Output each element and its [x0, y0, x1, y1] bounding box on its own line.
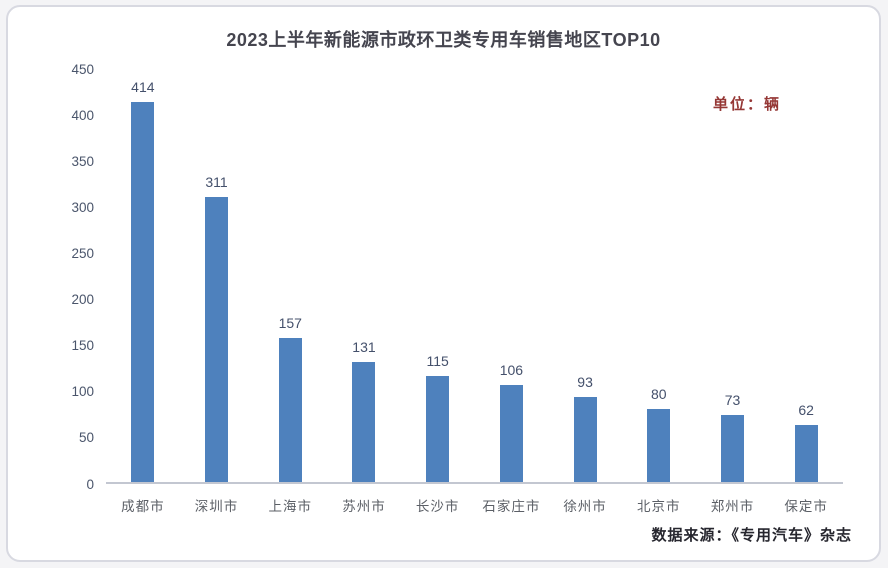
bar [720, 415, 744, 482]
bar-column: 73 [696, 69, 770, 482]
y-tick-label: 400 [71, 107, 94, 123]
category-label: 徐州市 [563, 499, 607, 514]
category-label: 保定市 [784, 499, 828, 514]
bar-column: 131 [327, 69, 401, 482]
y-tick-label: 450 [71, 61, 94, 77]
bar-column: 157 [253, 69, 327, 482]
data-source-label: 数据来源：《专用汽车》杂志 [651, 527, 852, 544]
category-label: 深圳市 [194, 499, 239, 514]
bar-value-label: 73 [724, 392, 741, 409]
bar-column: 311 [180, 69, 254, 482]
bar-value-label: 106 [499, 361, 524, 378]
y-axis: 450 400 350 300 250 200 150 100 50 0 [38, 62, 94, 490]
bar-value-label: 131 [352, 338, 376, 355]
bar [499, 384, 523, 482]
x-axis: 成都市 深圳市 上海市 苏州市 长沙市 石家庄市 徐州市 北京市 郑州市 保定市 [106, 495, 843, 515]
bar-column: 80 [622, 69, 696, 482]
y-tick-label: 0 [86, 476, 94, 492]
bar-value-label: 62 [798, 402, 814, 419]
y-tick-label: 150 [71, 337, 94, 353]
y-tick-label: 200 [71, 291, 94, 307]
category-label: 石家庄市 [482, 499, 541, 514]
bar-value-label: 80 [650, 385, 667, 402]
y-tick-label: 100 [71, 384, 94, 400]
unit-label: 单位：辆 [712, 96, 781, 113]
y-tick-label: 50 [78, 430, 94, 446]
bar-column: 106 [475, 69, 549, 482]
bar [278, 337, 302, 482]
category-label: 上海市 [268, 499, 312, 514]
plot-area: 414 311 157 131 115 106 93 80 73 62 [106, 69, 843, 484]
bar-value-label: 115 [426, 353, 449, 370]
bar-value-label: 414 [131, 79, 155, 96]
bar [352, 361, 376, 482]
bar [205, 196, 229, 482]
bar [647, 408, 671, 482]
bar-value-label: 157 [278, 314, 302, 331]
bar-column: 115 [401, 69, 475, 482]
bar [573, 396, 597, 482]
y-tick-label: 350 [71, 153, 94, 169]
category-label: 北京市 [637, 499, 681, 514]
category-label: 成都市 [121, 499, 165, 514]
bar [131, 102, 155, 482]
bar-column: 414 [106, 69, 180, 482]
bar-column: 62 [769, 69, 843, 482]
chart-card: 2023上半年新能源市政环卫类专用车销售地区TOP10 单位：辆 450 400 3… [6, 5, 881, 562]
category-label: 长沙市 [415, 499, 460, 514]
bar [794, 425, 818, 482]
chart-title: 2023上半年新能源市政环卫类专用车销售地区TOP10 [226, 30, 661, 50]
bar-value-label: 311 [205, 173, 228, 190]
bar-column: 93 [548, 69, 622, 482]
category-label: 郑州市 [710, 499, 755, 514]
bar [426, 376, 450, 482]
y-tick-label: 300 [71, 199, 94, 215]
y-tick-label: 250 [71, 245, 94, 261]
category-label: 苏州市 [342, 499, 386, 514]
bar-value-label: 93 [577, 373, 593, 390]
